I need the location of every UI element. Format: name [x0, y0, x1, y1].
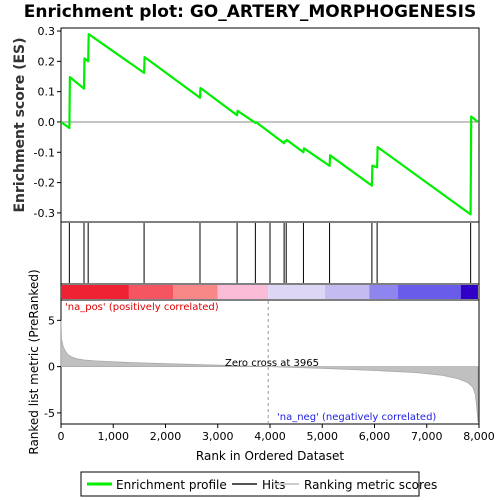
rank-bar-segment	[61, 285, 129, 299]
xtick-label: 1,000	[98, 430, 130, 443]
xtick-label: 6,000	[359, 430, 391, 443]
metric-axis-title: Ranked list metric (PreRanked)	[27, 269, 41, 454]
es-ytick-label: 0.0	[38, 116, 56, 129]
es-ytick-label: -0.1	[34, 146, 55, 159]
legend-box	[80, 471, 420, 497]
xtick-label: 2,000	[150, 430, 182, 443]
xtick-label: 0	[58, 430, 65, 443]
chart-title: Enrichment plot: GO_ARTERY_MORPHOGENESIS	[23, 2, 477, 22]
es-ytick-label: 0.1	[38, 86, 56, 99]
rank-bar-segment	[217, 285, 269, 299]
hits-layer	[68, 223, 472, 283]
metric-ytick-label: 5	[48, 314, 55, 327]
legend-label-enrichment: Enrichment profile	[116, 478, 227, 492]
rank-bar-segment	[173, 285, 218, 299]
neg-annotation: 'na_neg' (negatively correlated)	[277, 412, 436, 423]
metric-ytick-label: -5	[44, 407, 55, 420]
metric-ytick-label: 0	[48, 361, 55, 374]
legend-label-hits: Hits	[262, 478, 285, 492]
rank-bar-segment	[268, 285, 325, 299]
xtick-label: 3,000	[202, 430, 234, 443]
enrichment-profile-line	[60, 32, 479, 216]
xtick-label: 7,000	[411, 430, 443, 443]
legend-label-metric: Ranking metric scores	[304, 478, 437, 492]
rank-bar-segment	[460, 285, 478, 299]
x-axis-title: Rank in Ordered Dataset	[196, 449, 344, 463]
rank-bar-segment	[398, 285, 461, 299]
es-axis-title: Enrichment score (ES)	[12, 37, 28, 212]
metric-layer	[60, 301, 479, 423]
ranking-metric-area	[60, 320, 479, 423]
rank-bar-segment	[369, 285, 399, 299]
rank-bar-layer	[61, 285, 478, 299]
zero-cross-annotation: Zero cross at 3965	[225, 358, 319, 369]
rank-bar-segment	[128, 285, 174, 299]
legend: Enrichment profile Hits Ranking metric s…	[80, 471, 437, 497]
xtick-label: 4,000	[254, 430, 286, 443]
es-ytick-label: 0.3	[38, 25, 56, 38]
es-ytick-label: -0.2	[34, 177, 55, 190]
es-ytick-label: -0.3	[34, 207, 55, 220]
rank-bar-segment	[324, 285, 370, 299]
xtick-label: 5,000	[307, 430, 339, 443]
es-ytick-label: 0.2	[38, 55, 56, 68]
xtick-label: 8,000	[463, 430, 495, 443]
es-panel-frame	[60, 27, 480, 223]
pos-annotation: 'na_pos' (positively correlated)	[65, 302, 219, 313]
es-layer	[60, 32, 479, 216]
